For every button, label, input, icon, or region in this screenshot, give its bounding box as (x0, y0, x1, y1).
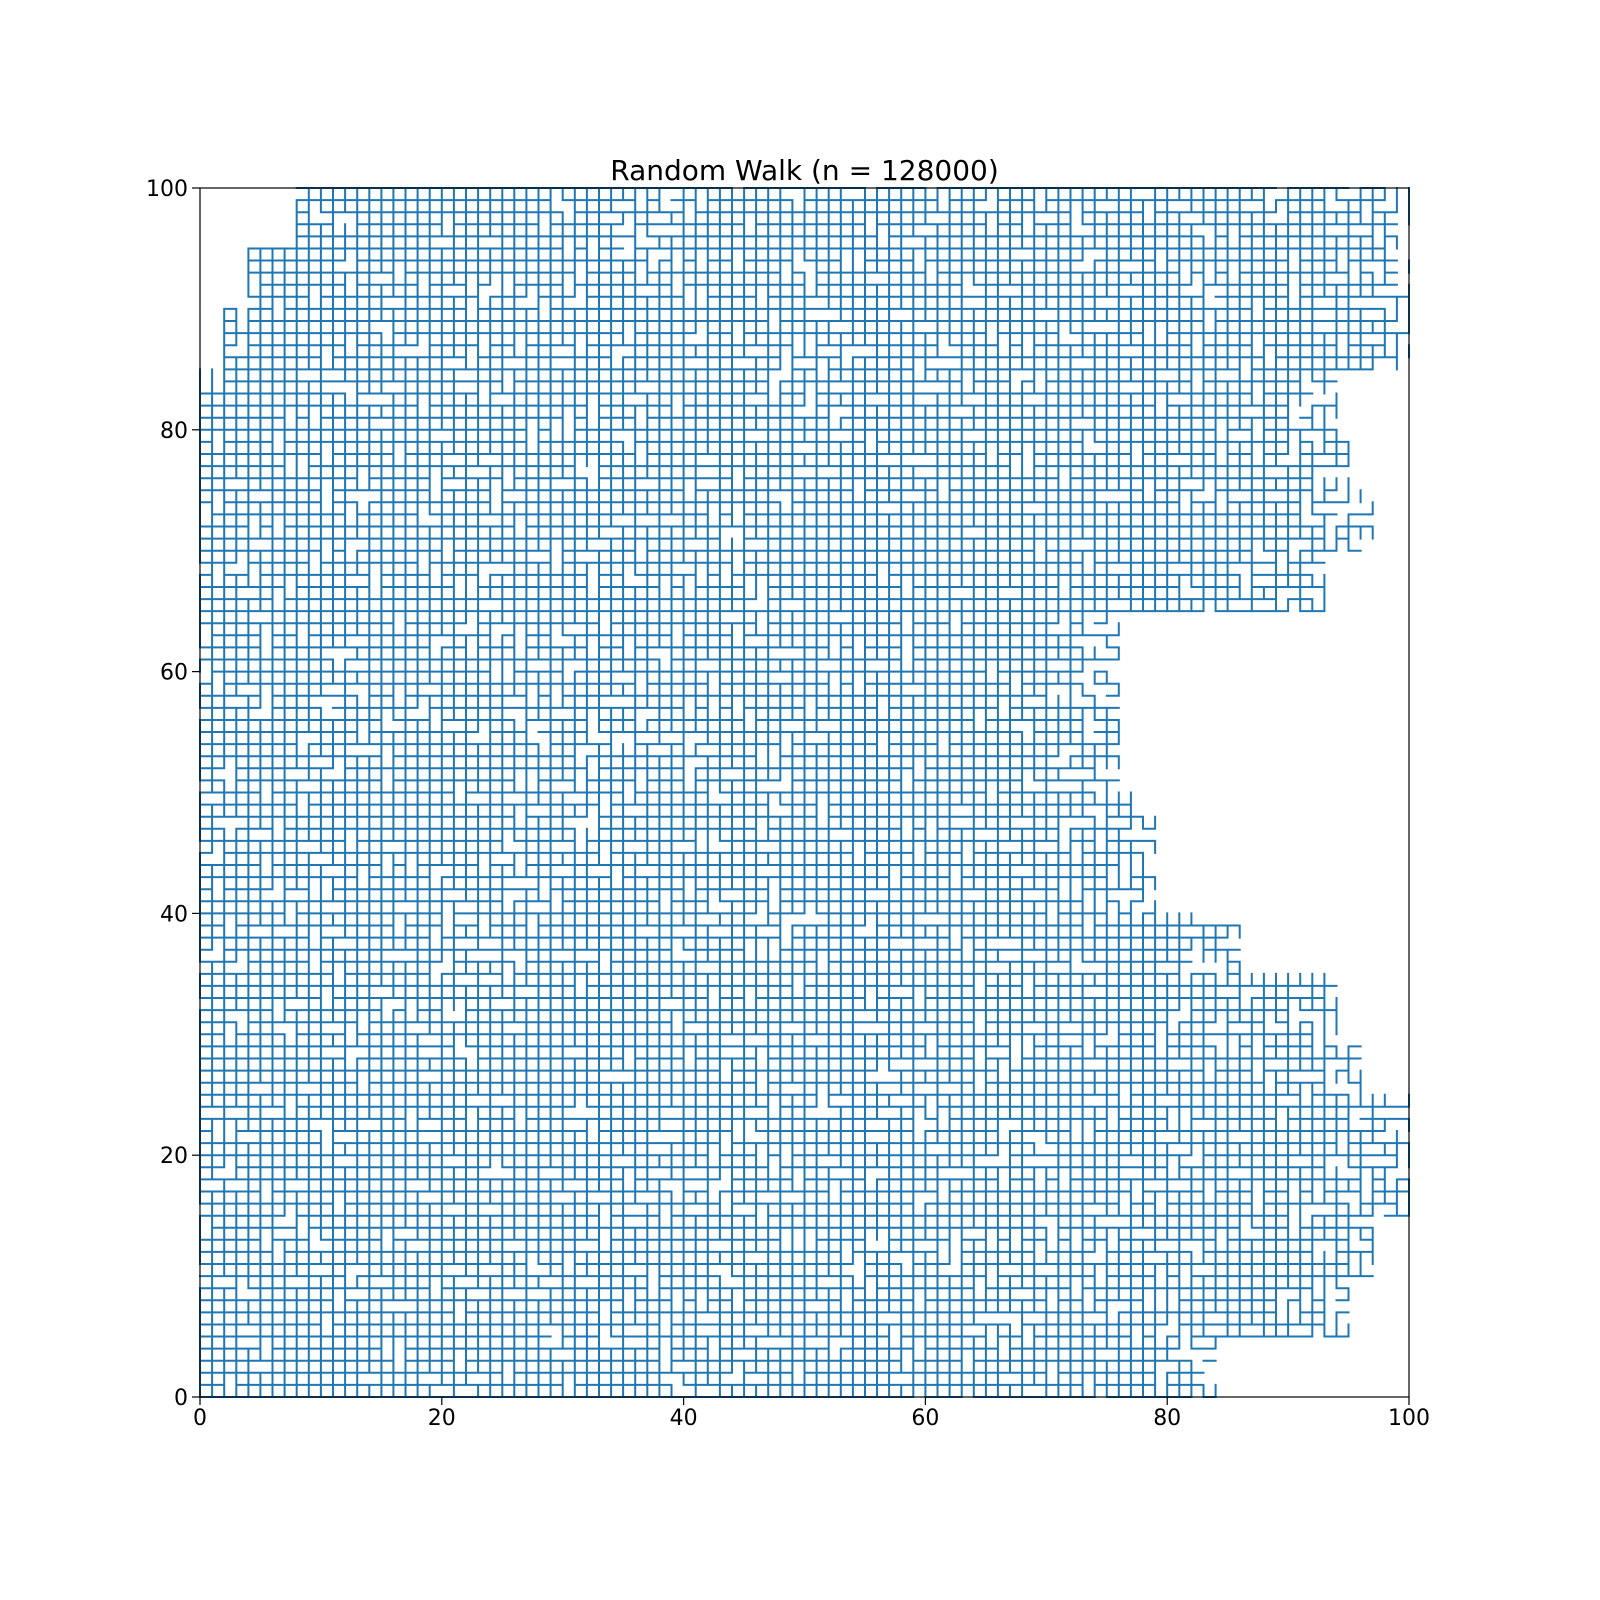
y-tick-label: 60 (160, 661, 188, 686)
y-tick-label: 40 (160, 902, 188, 927)
y-tick-label: 100 (146, 177, 188, 202)
x-tick-label: 80 (1153, 1406, 1181, 1431)
x-tick-label: 0 (193, 1406, 207, 1431)
chart-title: Random Walk (n = 128000) (610, 154, 999, 187)
y-tick-label: 20 (160, 1144, 188, 1169)
y-tick-label: 80 (160, 419, 188, 444)
axes-frame (199, 187, 1410, 1398)
y-tick-label: 0 (174, 1386, 188, 1411)
x-tick-label: 20 (428, 1406, 456, 1431)
x-tick-label: 60 (911, 1406, 939, 1431)
x-axis: 0 20 40 60 80 100 (193, 1397, 1430, 1431)
x-tick-label: 40 (670, 1406, 698, 1431)
x-tick-label: 100 (1388, 1406, 1430, 1431)
y-axis: 0 20 40 60 80 100 (146, 177, 200, 1411)
